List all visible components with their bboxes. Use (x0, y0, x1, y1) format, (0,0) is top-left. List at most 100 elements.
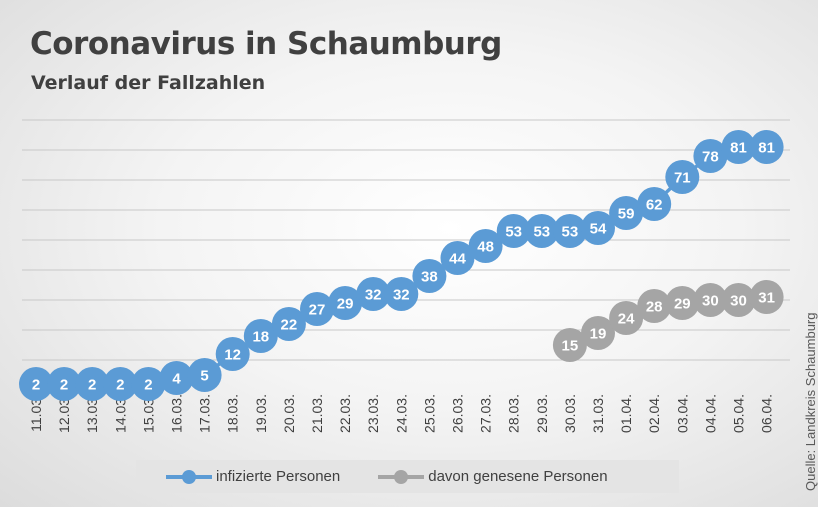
data-point (328, 286, 363, 320)
data-label: 32 (393, 287, 410, 304)
data-label: 2 (88, 377, 96, 394)
data-label: 53 (505, 224, 522, 241)
x-tick-label: 01.04. (618, 394, 634, 433)
x-tick-label: 23.03. (365, 394, 381, 433)
data-label: 2 (144, 377, 152, 394)
x-tick-label: 02.04. (646, 394, 662, 433)
data-label: 4 (172, 371, 181, 388)
x-tick-label: 21.03. (309, 394, 325, 433)
data-point (187, 358, 222, 392)
data-point (159, 361, 194, 395)
source-note: Quelle: Landkreis Schaumburg (803, 312, 818, 492)
chart-subtitle: Verlauf der Fallzahlen (31, 72, 266, 94)
data-label: 53 (533, 224, 550, 241)
x-tick-label: 12.03. (56, 394, 72, 433)
data-label: 32 (365, 287, 382, 304)
x-axis-labels: 11.03. 12.03. 13.03. 14.03. 15.03. 16.03. 17.0… (28, 394, 775, 433)
legend-swatch-recovered (378, 469, 425, 484)
data-point (693, 283, 728, 317)
x-tick-label: 16.03. (169, 394, 185, 433)
data-point (637, 187, 672, 221)
data-point (131, 367, 166, 401)
data-point (609, 301, 644, 335)
data-point (665, 160, 700, 194)
legend-item-recovered: davon genesene Personen (378, 468, 608, 485)
data-label: 15 (562, 338, 579, 355)
x-tick-label: 17.03. (197, 394, 213, 433)
data-label: 18 (252, 329, 269, 346)
data-point (749, 130, 784, 164)
data-point (581, 211, 615, 245)
data-label: 81 (758, 140, 775, 157)
data-point (468, 229, 503, 263)
data-label: 31 (758, 290, 775, 307)
data-label: 27 (309, 302, 326, 319)
data-label: 2 (32, 377, 40, 394)
data-label: 29 (674, 296, 691, 313)
x-tick-label: 18.03. (225, 394, 241, 433)
data-point (243, 319, 278, 353)
x-tick-label: 26.03. (450, 394, 466, 433)
data-label: 81 (730, 140, 747, 157)
data-point (75, 367, 110, 401)
x-tick-label: 27.03. (478, 394, 494, 433)
legend-label-recovered: davon genesene Personen (428, 468, 608, 485)
data-point (721, 283, 756, 317)
data-point (19, 367, 53, 401)
chart-title: Coronavirus in Schaumburg (30, 26, 502, 62)
x-tick-label: 22.03. (337, 394, 353, 433)
x-tick-label: 29.03. (534, 394, 550, 433)
data-label: 62 (646, 197, 663, 214)
data-point (693, 139, 728, 173)
x-tick-label: 06.04. (759, 394, 775, 433)
data-label: 24 (618, 311, 635, 328)
data-label: 44 (449, 251, 466, 268)
series-recovered: 15 19 24 28 29 30 30 31 (552, 280, 784, 362)
x-tick-label: 14.03. (112, 394, 128, 433)
data-label: 54 (590, 221, 607, 238)
data-label: 2 (60, 377, 68, 394)
data-label: 53 (562, 224, 579, 241)
x-tick-label: 04.04. (702, 394, 718, 433)
data-point (412, 259, 447, 293)
data-point (384, 277, 419, 311)
data-point (47, 367, 82, 401)
data-point (665, 286, 700, 320)
data-point (524, 214, 559, 248)
data-label: 12 (224, 347, 241, 364)
data-point (356, 277, 391, 311)
x-tick-label: 13.03. (84, 394, 100, 433)
data-label: 78 (702, 149, 719, 166)
x-tick-label: 31.03. (590, 394, 606, 433)
series-line (36, 145, 767, 386)
data-label: 22 (281, 317, 298, 334)
data-point (300, 292, 334, 326)
data-label: 30 (702, 293, 719, 310)
x-tick-label: 03.04. (674, 394, 690, 433)
data-point (440, 241, 475, 275)
data-label: 30 (730, 293, 747, 310)
data-label: 59 (618, 206, 635, 223)
data-point (609, 196, 644, 230)
data-point (552, 214, 587, 248)
data-label: 28 (646, 299, 663, 316)
data-point (271, 307, 306, 341)
x-tick-label: 24.03. (393, 394, 409, 433)
data-point (637, 289, 672, 323)
data-point (103, 367, 138, 401)
data-point (215, 337, 250, 371)
data-point (581, 316, 615, 350)
gridlines (22, 119, 790, 361)
x-tick-label: 15.03. (140, 394, 156, 433)
data-point (749, 280, 784, 314)
legend: infizierte Personen davon genesene Perso… (136, 460, 679, 493)
data-point (552, 328, 587, 362)
x-tick-label: 30.03. (562, 394, 578, 433)
data-label: 19 (590, 326, 607, 343)
data-label: 48 (477, 239, 494, 256)
x-tick-label: 05.04. (731, 394, 747, 433)
data-label: 38 (421, 269, 438, 286)
